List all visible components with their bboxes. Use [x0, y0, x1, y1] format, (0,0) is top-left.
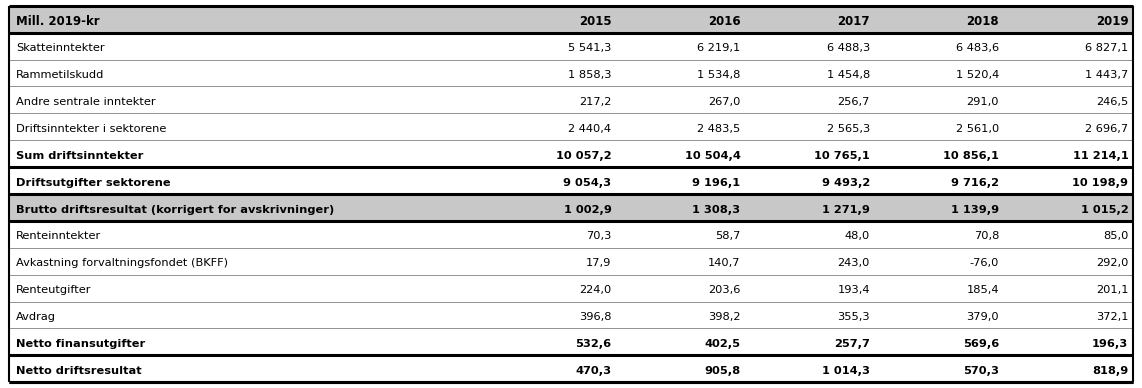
Text: 1 139,9: 1 139,9 [951, 204, 999, 215]
Text: Netto finansutgifter: Netto finansutgifter [16, 339, 145, 349]
Text: 398,2: 398,2 [708, 312, 741, 322]
Bar [9, 87, 1133, 113]
Text: 58,7: 58,7 [715, 232, 741, 241]
Text: 2016: 2016 [708, 15, 741, 28]
Text: 1 520,4: 1 520,4 [956, 70, 999, 80]
Bar [9, 194, 1133, 221]
Text: 2018: 2018 [966, 15, 999, 28]
Text: 70,8: 70,8 [974, 232, 999, 241]
Text: 1 271,9: 1 271,9 [822, 204, 870, 215]
Text: 470,3: 470,3 [576, 366, 611, 376]
Text: Renteinntekter: Renteinntekter [16, 232, 102, 241]
Text: Andre sentrale inntekter: Andre sentrale inntekter [16, 97, 155, 107]
Text: 11 214,1: 11 214,1 [1072, 151, 1128, 161]
Text: 2 440,4: 2 440,4 [569, 124, 611, 134]
Bar [9, 221, 1133, 248]
Text: 292,0: 292,0 [1096, 258, 1128, 268]
Text: 570,3: 570,3 [963, 366, 999, 376]
Text: 17,9: 17,9 [586, 258, 611, 268]
Text: 2 696,7: 2 696,7 [1085, 124, 1128, 134]
Text: 9 716,2: 9 716,2 [951, 178, 999, 188]
Text: 6 219,1: 6 219,1 [698, 43, 741, 53]
Text: 396,8: 396,8 [579, 312, 611, 322]
Text: 224,0: 224,0 [579, 285, 611, 295]
Text: 10 198,9: 10 198,9 [1072, 178, 1128, 188]
Text: 9 054,3: 9 054,3 [563, 178, 611, 188]
Text: 140,7: 140,7 [708, 258, 741, 268]
Text: 193,4: 193,4 [837, 285, 870, 295]
Text: 818,9: 818,9 [1092, 366, 1128, 376]
Bar [9, 248, 1133, 275]
Text: 1 858,3: 1 858,3 [568, 70, 611, 80]
Text: 1 454,8: 1 454,8 [827, 70, 870, 80]
Bar [9, 140, 1133, 167]
Text: 569,6: 569,6 [963, 339, 999, 349]
Bar [9, 6, 1133, 33]
Text: Avkastning forvaltningsfondet (BKFF): Avkastning forvaltningsfondet (BKFF) [16, 258, 228, 268]
Text: 2015: 2015 [579, 15, 611, 28]
Text: -76,0: -76,0 [970, 258, 999, 268]
Text: 10 504,4: 10 504,4 [685, 151, 741, 161]
Text: 1 534,8: 1 534,8 [698, 70, 741, 80]
Text: 1 015,2: 1 015,2 [1080, 204, 1128, 215]
Text: 2 483,5: 2 483,5 [698, 124, 741, 134]
Text: 257,7: 257,7 [834, 339, 870, 349]
Bar [9, 275, 1133, 301]
Text: 6 483,6: 6 483,6 [956, 43, 999, 53]
Text: 1 002,9: 1 002,9 [563, 204, 611, 215]
Text: Renteutgifter: Renteutgifter [16, 285, 91, 295]
Text: 9 493,2: 9 493,2 [821, 178, 870, 188]
Text: 2017: 2017 [837, 15, 870, 28]
Bar [9, 33, 1133, 60]
Text: 185,4: 185,4 [966, 285, 999, 295]
Text: 402,5: 402,5 [705, 339, 741, 349]
Text: Netto driftsresultat: Netto driftsresultat [16, 366, 142, 376]
Bar [9, 113, 1133, 140]
Text: 246,5: 246,5 [1096, 97, 1128, 107]
Text: Skatteinntekter: Skatteinntekter [16, 43, 105, 53]
Text: 2 561,0: 2 561,0 [956, 124, 999, 134]
Text: 6 827,1: 6 827,1 [1085, 43, 1128, 53]
Text: 201,1: 201,1 [1096, 285, 1128, 295]
Text: 532,6: 532,6 [576, 339, 611, 349]
Text: 10 765,1: 10 765,1 [814, 151, 870, 161]
Text: 372,1: 372,1 [1096, 312, 1128, 322]
Text: Sum driftsinntekter: Sum driftsinntekter [16, 151, 144, 161]
Text: 267,0: 267,0 [708, 97, 741, 107]
Text: Brutto driftsresultat (korrigert for avskrivninger): Brutto driftsresultat (korrigert for avs… [16, 204, 335, 215]
Text: 70,3: 70,3 [586, 232, 611, 241]
Text: 1 014,3: 1 014,3 [822, 366, 870, 376]
Bar [9, 167, 1133, 194]
Text: 379,0: 379,0 [966, 312, 999, 322]
Bar [9, 355, 1133, 382]
Text: 85,0: 85,0 [1103, 232, 1128, 241]
Text: Driftsutgifter sektorene: Driftsutgifter sektorene [16, 178, 170, 188]
Text: 905,8: 905,8 [705, 366, 741, 376]
Text: Avdrag: Avdrag [16, 312, 56, 322]
Bar [9, 301, 1133, 328]
Bar [9, 328, 1133, 355]
Text: Driftsinntekter i sektorene: Driftsinntekter i sektorene [16, 124, 167, 134]
Text: 48,0: 48,0 [845, 232, 870, 241]
Text: 10 057,2: 10 057,2 [556, 151, 611, 161]
Text: 256,7: 256,7 [837, 97, 870, 107]
Text: 10 856,1: 10 856,1 [943, 151, 999, 161]
Text: 6 488,3: 6 488,3 [827, 43, 870, 53]
Text: 196,3: 196,3 [1092, 339, 1128, 349]
Text: 5 541,3: 5 541,3 [568, 43, 611, 53]
Text: 291,0: 291,0 [966, 97, 999, 107]
Text: 1 308,3: 1 308,3 [692, 204, 741, 215]
Text: 243,0: 243,0 [837, 258, 870, 268]
Bar [9, 60, 1133, 87]
Text: 2 565,3: 2 565,3 [827, 124, 870, 134]
Text: 9 196,1: 9 196,1 [692, 178, 741, 188]
Text: 355,3: 355,3 [837, 312, 870, 322]
Text: 1 443,7: 1 443,7 [1085, 70, 1128, 80]
Text: 203,6: 203,6 [708, 285, 741, 295]
Text: 217,2: 217,2 [579, 97, 611, 107]
Text: Rammetilskudd: Rammetilskudd [16, 70, 104, 80]
Text: 2019: 2019 [1095, 15, 1128, 28]
Text: Mill. 2019-kr: Mill. 2019-kr [16, 15, 99, 28]
